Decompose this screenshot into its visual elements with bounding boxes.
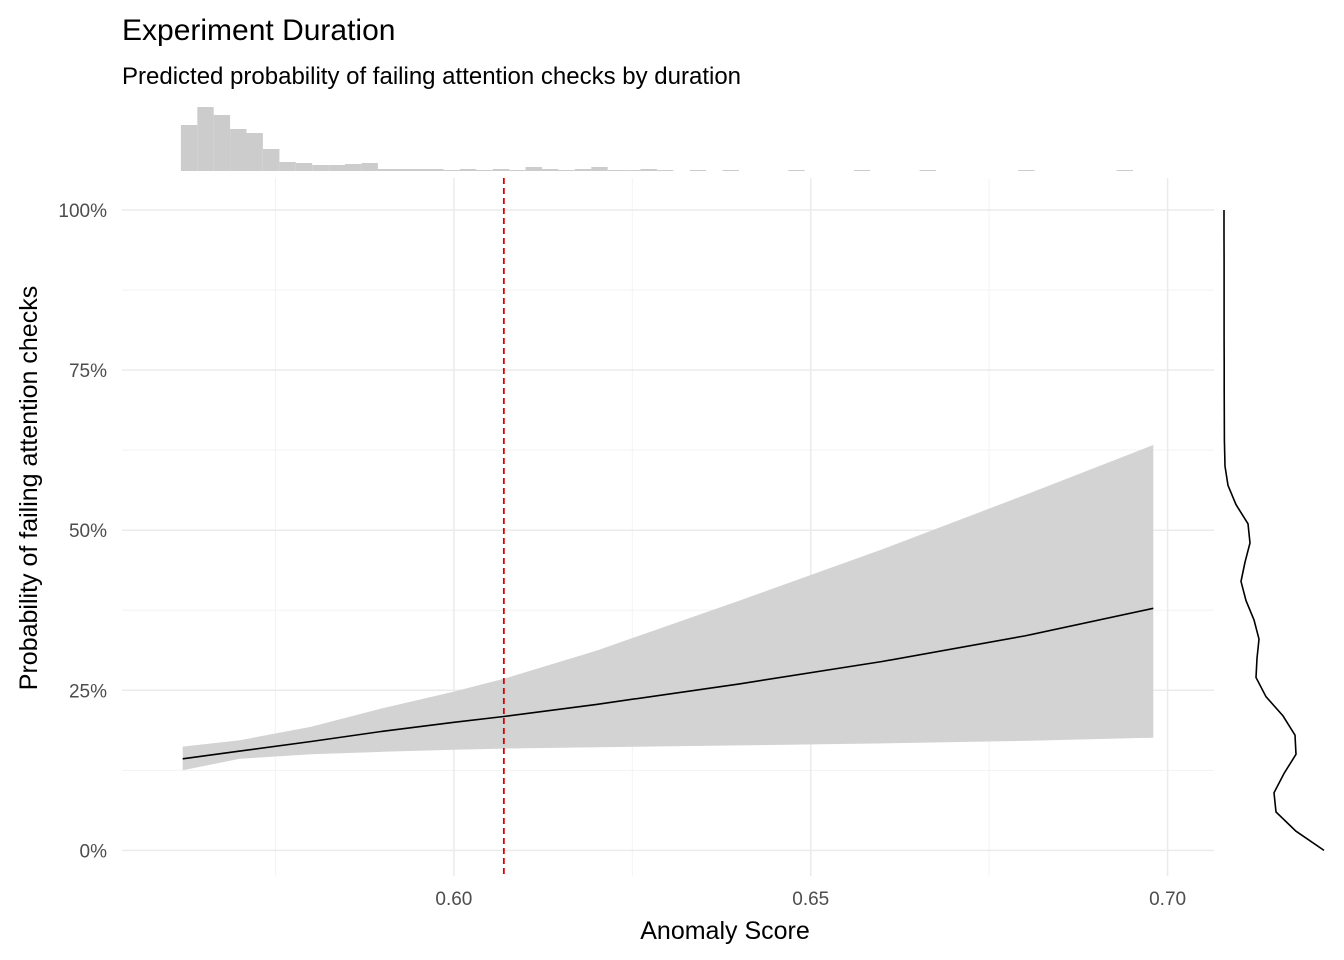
- histogram-bar: [246, 133, 263, 171]
- histogram-bar: [345, 164, 362, 171]
- y-axis-title: Probability of failing attention checks: [15, 286, 43, 690]
- histogram-bar: [624, 170, 641, 171]
- histogram-bar: [656, 170, 674, 171]
- density-curve: [1223, 210, 1325, 852]
- x-histogram: [180, 107, 1133, 171]
- y-tick-label: 75%: [69, 361, 107, 382]
- histogram-bar: [574, 169, 592, 171]
- axis-ticks: 0.60 0.65 0.70 0% 25% 50% 75% 100%: [58, 201, 1186, 910]
- chart-subtitle: Predicted probability of failing attenti…: [122, 63, 741, 90]
- histogram-bar: [377, 169, 395, 171]
- y-tick-label: 25%: [69, 681, 107, 702]
- histogram-bar: [558, 170, 575, 171]
- histogram-bar: [640, 169, 657, 171]
- histogram-bar: [328, 165, 345, 171]
- histogram-bar: [542, 169, 559, 171]
- histogram-bar: [263, 149, 280, 171]
- y-tick-label: 50%: [69, 521, 107, 542]
- x-tick-label: 0.65: [792, 889, 829, 910]
- histogram-bar: [509, 170, 526, 171]
- histogram-bar: [1018, 170, 1035, 171]
- histogram-bar: [197, 107, 214, 171]
- histogram-bar: [607, 170, 625, 171]
- histogram-bar: [213, 115, 231, 171]
- histogram-bar: [295, 163, 313, 171]
- x-tick-label: 0.60: [435, 889, 472, 910]
- histogram-bar: [279, 162, 296, 171]
- histogram-bar: [788, 170, 805, 171]
- histogram-bar: [361, 163, 378, 171]
- histogram-bar: [525, 167, 542, 171]
- histogram-bar: [476, 170, 493, 171]
- y-tick-label: 100%: [58, 201, 107, 222]
- histogram-bar: [312, 165, 329, 171]
- fit-line: [182, 607, 1154, 760]
- histogram-bar: [459, 169, 477, 171]
- histogram-bar: [410, 169, 428, 171]
- confidence-ribbon: [182, 445, 1154, 771]
- chart-title: Experiment Duration: [122, 14, 395, 47]
- histogram-bar: [1116, 170, 1133, 171]
- histogram-bar: [230, 129, 247, 171]
- x-tick-label: 0.70: [1149, 889, 1186, 910]
- histogram-bar: [443, 170, 460, 171]
- histogram-bar: [689, 170, 707, 171]
- histogram-bar: [853, 170, 871, 171]
- histogram-bar: [919, 170, 936, 171]
- y-density: [1223, 210, 1325, 852]
- histogram-bar: [180, 125, 198, 171]
- y-tick-label: 0%: [80, 841, 108, 862]
- histogram-bar: [427, 169, 444, 171]
- plot-area: [182, 178, 1154, 876]
- histogram-bar: [722, 170, 739, 171]
- histogram-bar: [394, 169, 411, 171]
- x-axis-title: Anomaly Score: [640, 917, 810, 945]
- histogram-bar: [591, 167, 608, 171]
- histogram-bar: [492, 169, 510, 171]
